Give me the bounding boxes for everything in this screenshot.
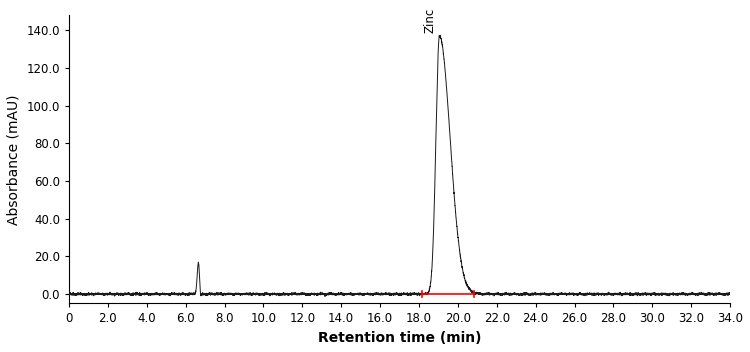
Y-axis label: Absorbance (mAU): Absorbance (mAU) xyxy=(7,94,21,225)
Text: Zinc: Zinc xyxy=(423,8,436,33)
X-axis label: Retention time (min): Retention time (min) xyxy=(318,331,482,345)
